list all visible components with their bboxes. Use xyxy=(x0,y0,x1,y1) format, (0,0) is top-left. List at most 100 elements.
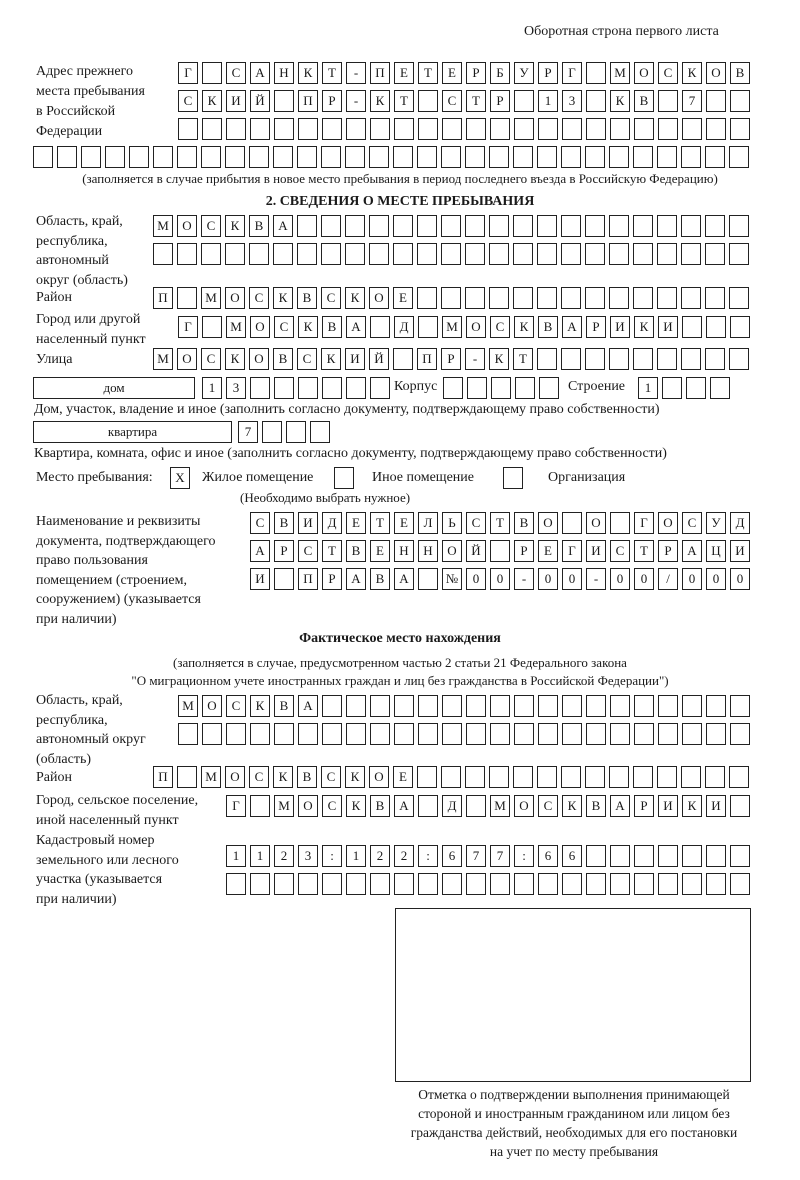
char-cell[interactable] xyxy=(609,243,629,265)
char-cell[interactable]: 2 xyxy=(370,845,390,867)
char-cell[interactable]: И xyxy=(610,316,630,338)
char-cell[interactable]: А xyxy=(610,795,630,817)
char-cell[interactable] xyxy=(442,723,462,745)
char-cell[interactable]: С xyxy=(249,287,269,309)
char-cell[interactable]: С xyxy=(321,766,341,788)
char-cell[interactable] xyxy=(202,62,222,84)
char-cell[interactable]: С xyxy=(297,348,317,370)
char-cell[interactable]: О xyxy=(514,795,534,817)
char-cell[interactable] xyxy=(662,377,682,399)
char-cell[interactable] xyxy=(394,118,414,140)
char-cell[interactable] xyxy=(682,118,702,140)
char-cell[interactable] xyxy=(321,215,341,237)
char-cell[interactable] xyxy=(465,146,485,168)
char-cell[interactable]: И xyxy=(226,90,246,112)
char-cell[interactable] xyxy=(129,146,149,168)
char-cell[interactable] xyxy=(610,873,630,895)
char-cell[interactable] xyxy=(658,90,678,112)
char-cell[interactable] xyxy=(465,287,485,309)
char-cell[interactable]: П xyxy=(298,90,318,112)
char-cell[interactable]: 1 xyxy=(202,377,222,399)
char-cell[interactable] xyxy=(562,873,582,895)
char-cell[interactable]: 7 xyxy=(466,845,486,867)
char-cell[interactable] xyxy=(393,215,413,237)
char-cell[interactable] xyxy=(706,845,726,867)
char-cell[interactable]: Е xyxy=(393,766,413,788)
char-cell[interactable] xyxy=(105,146,125,168)
char-cell[interactable] xyxy=(657,215,677,237)
char-cell[interactable] xyxy=(201,243,221,265)
char-cell[interactable] xyxy=(418,723,438,745)
char-cell[interactable]: О xyxy=(442,540,462,562)
char-cell[interactable]: 3 xyxy=(298,845,318,867)
char-cell[interactable] xyxy=(466,723,486,745)
char-cell[interactable] xyxy=(585,215,605,237)
char-cell[interactable] xyxy=(610,512,630,534)
char-cell[interactable] xyxy=(537,146,557,168)
char-cell[interactable] xyxy=(490,695,510,717)
char-cell[interactable] xyxy=(705,243,725,265)
char-cell[interactable]: Р xyxy=(322,568,342,590)
char-cell[interactable] xyxy=(345,146,365,168)
char-cell[interactable] xyxy=(418,795,438,817)
flat-number-cells[interactable]: 7 xyxy=(238,421,330,443)
char-cell[interactable] xyxy=(346,377,366,399)
char-cell[interactable]: В xyxy=(249,215,269,237)
char-cell[interactable]: О xyxy=(706,62,726,84)
char-cell[interactable]: О xyxy=(538,512,558,534)
char-cell[interactable] xyxy=(298,873,318,895)
char-cell[interactable] xyxy=(633,766,653,788)
char-cell[interactable] xyxy=(657,243,677,265)
char-cell[interactable]: Н xyxy=(274,62,294,84)
char-cell[interactable] xyxy=(658,695,678,717)
char-cell[interactable] xyxy=(274,873,294,895)
char-cell[interactable]: 6 xyxy=(538,845,558,867)
char-cell[interactable]: О xyxy=(250,316,270,338)
char-cell[interactable] xyxy=(537,243,557,265)
char-cell[interactable]: Т xyxy=(322,62,342,84)
char-cell[interactable] xyxy=(586,845,606,867)
char-cell[interactable]: М xyxy=(153,215,173,237)
char-cell[interactable]: 0 xyxy=(562,568,582,590)
char-cell[interactable] xyxy=(729,766,749,788)
char-cell[interactable]: К xyxy=(273,766,293,788)
char-cell[interactable] xyxy=(465,215,485,237)
char-cell[interactable]: М xyxy=(490,795,510,817)
char-cell[interactable] xyxy=(370,316,390,338)
char-cell[interactable] xyxy=(345,215,365,237)
char-cell[interactable] xyxy=(465,243,485,265)
char-cell[interactable]: К xyxy=(562,795,582,817)
char-cell[interactable]: А xyxy=(562,316,582,338)
char-cell[interactable]: В xyxy=(322,316,342,338)
char-cell[interactable]: С xyxy=(250,512,270,534)
char-cell[interactable]: Т xyxy=(370,512,390,534)
char-cell[interactable] xyxy=(286,421,306,443)
char-cell[interactable]: К xyxy=(298,62,318,84)
char-cell[interactable] xyxy=(585,348,605,370)
char-cell[interactable] xyxy=(177,287,197,309)
char-cell[interactable]: 0 xyxy=(706,568,726,590)
char-cell[interactable]: С xyxy=(249,766,269,788)
char-cell[interactable] xyxy=(490,540,510,562)
char-cell[interactable]: И xyxy=(345,348,365,370)
char-cell[interactable] xyxy=(202,723,222,745)
char-cell[interactable] xyxy=(657,348,677,370)
char-cell[interactable]: Й xyxy=(369,348,389,370)
char-cell[interactable] xyxy=(706,90,726,112)
char-cell[interactable]: 0 xyxy=(610,568,630,590)
char-cell[interactable]: О xyxy=(369,287,389,309)
char-cell[interactable] xyxy=(490,118,510,140)
char-cell[interactable] xyxy=(417,766,437,788)
char-cell[interactable] xyxy=(417,146,437,168)
char-cell[interactable] xyxy=(417,215,437,237)
char-cell[interactable] xyxy=(682,316,702,338)
char-cell[interactable]: О xyxy=(369,766,389,788)
char-cell[interactable]: О xyxy=(225,287,245,309)
char-cell[interactable] xyxy=(441,766,461,788)
char-cell[interactable] xyxy=(730,795,750,817)
char-cell[interactable] xyxy=(515,377,535,399)
stroenie-cells[interactable]: 1 xyxy=(638,377,730,399)
char-cell[interactable] xyxy=(539,377,559,399)
